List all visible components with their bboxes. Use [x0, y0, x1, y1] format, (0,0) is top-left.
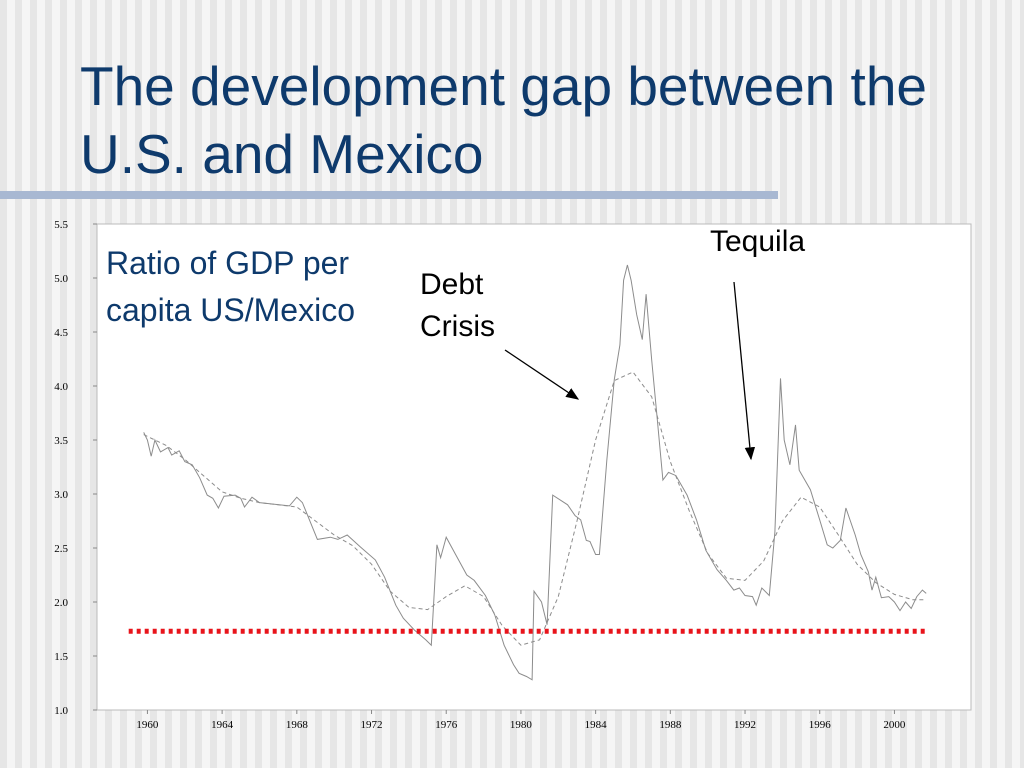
y-tick-label: 4.0 — [54, 381, 68, 393]
y-tick-label: 1.5 — [54, 651, 68, 663]
y-tick-label: 3.0 — [54, 489, 68, 501]
y-tick-label: 1.0 — [54, 705, 68, 717]
x-tick-label: 1988 — [659, 719, 682, 731]
x-tick-label: 1984 — [585, 719, 608, 731]
x-tick-label: 1972 — [361, 719, 383, 731]
y-tick-label: 2.5 — [54, 543, 68, 555]
y-tick-label: 3.5 — [54, 435, 68, 447]
x-tick-label: 1976 — [435, 719, 458, 731]
x-tick-label: 1996 — [809, 719, 832, 731]
x-tick-label: 2000 — [883, 719, 906, 731]
x-tick-label: 1980 — [510, 719, 533, 731]
series-line — [143, 264, 927, 681]
x-tick-label: 1968 — [286, 719, 309, 731]
annotation: Tequila — [710, 225, 806, 258]
y-tick-label: 5.0 — [54, 273, 68, 285]
annotation: Ratio of GDP per capita US/Mexico — [106, 245, 355, 328]
annotation: Debt Crisis — [420, 268, 495, 343]
x-tick-label: 1960 — [136, 719, 159, 731]
title-underline — [0, 191, 778, 199]
series-line — [143, 371, 927, 646]
arrow — [733, 281, 756, 461]
y-tick-label: 2.0 — [54, 597, 68, 609]
x-tick-label: 1992 — [734, 719, 756, 731]
arrow — [504, 349, 580, 400]
x-tick-label: 1964 — [211, 719, 234, 731]
slide-title: The development gap between the U.S. and… — [80, 55, 927, 185]
y-tick-label: 5.5 — [54, 219, 68, 231]
y-tick-label: 4.5 — [54, 327, 68, 339]
